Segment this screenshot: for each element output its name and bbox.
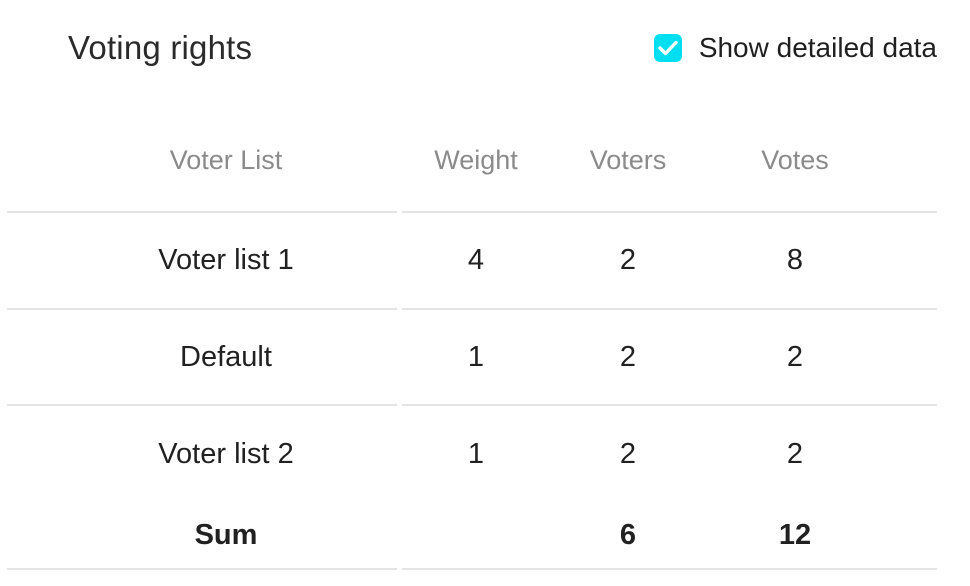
table-header-row: Voter List Weight Voters Votes xyxy=(7,68,937,213)
table-row: Voter list 1 4 2 8 xyxy=(7,213,937,310)
table-row: Default 1 2 2 xyxy=(7,310,937,406)
cell-weight: 1 xyxy=(467,340,485,373)
cell-spacer xyxy=(884,310,937,404)
sum-voters: 6 xyxy=(619,519,637,551)
cell-weight: 4 xyxy=(467,244,485,276)
cell-voter-list: Voter list 2 xyxy=(158,438,294,470)
topbar: Voting rights Show detailed data xyxy=(0,0,970,68)
cell-votes: 8 xyxy=(786,244,804,276)
column-header-voters: Voters xyxy=(589,145,667,175)
column-header-votes: Votes xyxy=(761,145,829,175)
cell-weight: 1 xyxy=(467,438,485,470)
show-detailed-data-checkbox[interactable] xyxy=(653,34,682,62)
voting-rights-table: Voter List Weight Voters Votes Voter lis… xyxy=(7,68,937,580)
cell-spacer xyxy=(884,213,937,308)
cell-voters: 2 xyxy=(619,244,637,276)
column-header-voter-list: Voter List xyxy=(7,110,397,213)
show-detailed-data-control[interactable]: Show detailed data xyxy=(653,32,937,64)
page-title: Voting rights xyxy=(68,29,253,66)
column-header-spacer xyxy=(884,110,937,211)
table-row: Voter list 2 1 2 2 xyxy=(7,406,937,503)
sum-spacer xyxy=(884,503,937,568)
sum-votes: 12 xyxy=(778,519,812,551)
cell-votes: 2 xyxy=(786,340,804,373)
checkmark-icon xyxy=(658,40,678,56)
sum-label: Sum xyxy=(7,503,397,570)
show-detailed-data-label[interactable]: Show detailed data xyxy=(698,32,937,63)
cell-voter-list: Voter list 1 xyxy=(7,213,397,310)
cell-spacer xyxy=(884,406,937,503)
table-sum-row: Sum 6 12 xyxy=(7,503,937,580)
cell-votes: 2 xyxy=(786,438,804,470)
cell-voters: 2 xyxy=(619,438,637,470)
cell-voters: 2 xyxy=(619,340,637,373)
sum-weight xyxy=(402,503,550,568)
column-header-weight: Weight xyxy=(434,145,518,175)
cell-voter-list: Default xyxy=(7,310,397,406)
